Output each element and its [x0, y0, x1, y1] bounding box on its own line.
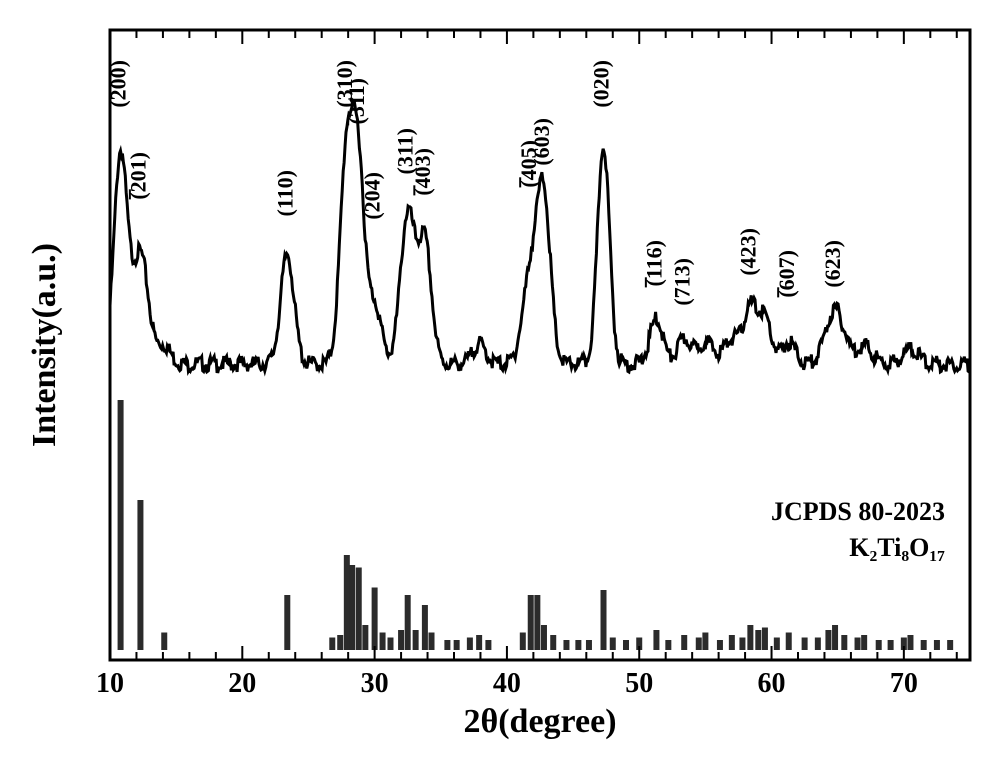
peak-label: (623): [820, 240, 845, 288]
peak-label: (110): [272, 170, 297, 216]
chart-svg: (200)(201)(110)(310)(311)(204)(311)(403)…: [0, 0, 1000, 764]
peak-label: (713): [669, 258, 694, 306]
x-tick-label: 70: [890, 668, 918, 699]
x-tick-label: 40: [493, 668, 521, 699]
compound-label: K₂Ti₈O₁₇: [849, 533, 945, 562]
jcpds-label: JCPDS 80-2023: [771, 497, 945, 526]
y-axis-label: Intensity(a.u.): [26, 243, 63, 447]
x-tick-label: 30: [361, 668, 389, 699]
peak-label: (020): [589, 60, 614, 108]
xrd-chart: (200)(201)(110)(310)(311)(204)(311)(403)…: [0, 0, 1000, 764]
x-tick-label: 60: [758, 668, 786, 699]
peak-label: (603): [529, 118, 554, 166]
x-tick-label: 50: [625, 668, 653, 699]
x-axis-label: 2θ(degree): [463, 703, 616, 740]
x-tick-label: 20: [228, 668, 256, 699]
peak-label: (423): [735, 228, 760, 276]
peak-label: (200): [106, 60, 131, 108]
x-tick-label: 10: [96, 668, 124, 699]
